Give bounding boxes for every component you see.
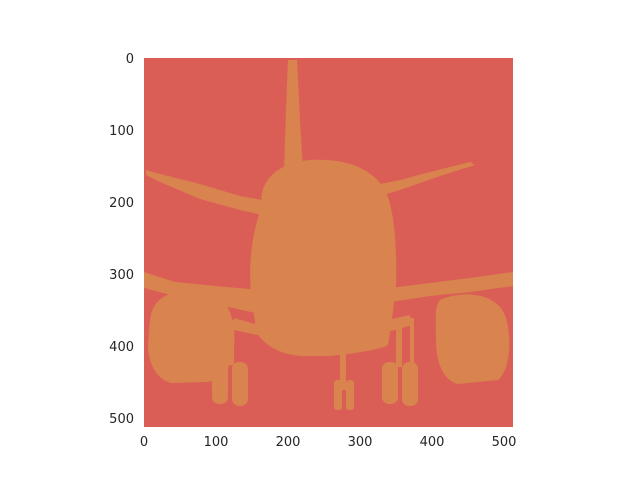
y-tick-label: 500 <box>109 412 134 427</box>
right-wing <box>370 162 475 196</box>
x-tick-label: 200 <box>276 435 301 450</box>
nose-gear-leg <box>340 350 346 390</box>
y-tick-label: 100 <box>109 124 134 139</box>
airplane-mask <box>144 60 513 410</box>
left-gear-leg <box>228 320 234 365</box>
x-tick-label: 100 <box>204 435 229 450</box>
right-gear-wheel <box>382 362 398 404</box>
left-strut <box>234 318 262 336</box>
left-wing <box>146 170 262 215</box>
left-gear-wheel <box>212 360 228 404</box>
y-tick-label: 200 <box>109 196 134 211</box>
right-gear-leg <box>396 322 402 367</box>
left-gear-leg-2 <box>212 315 216 365</box>
y-tick-label: 400 <box>109 340 134 355</box>
x-tick-label: 0 <box>140 435 148 450</box>
y-axis: 0 100 200 300 400 500 <box>109 52 134 427</box>
tail-fin <box>284 60 303 170</box>
x-tick-label: 300 <box>348 435 373 450</box>
fuselage <box>250 159 397 356</box>
nose-gear-wheel-2 <box>346 380 354 410</box>
nose-gear-wheel <box>334 380 342 410</box>
segmentation-image <box>144 58 513 427</box>
x-axis: 0 100 200 300 400 500 <box>140 435 517 450</box>
left-gear-wheel-2 <box>232 362 248 406</box>
y-tick-label: 300 <box>109 268 134 283</box>
right-gear-leg-2 <box>410 318 414 368</box>
right-engine <box>435 294 510 384</box>
right-gear-wheel-2 <box>402 362 418 406</box>
y-tick-label: 0 <box>126 52 134 67</box>
x-tick-label: 400 <box>420 435 445 450</box>
x-tick-label: 500 <box>492 435 517 450</box>
lower-wing-band <box>144 272 513 318</box>
